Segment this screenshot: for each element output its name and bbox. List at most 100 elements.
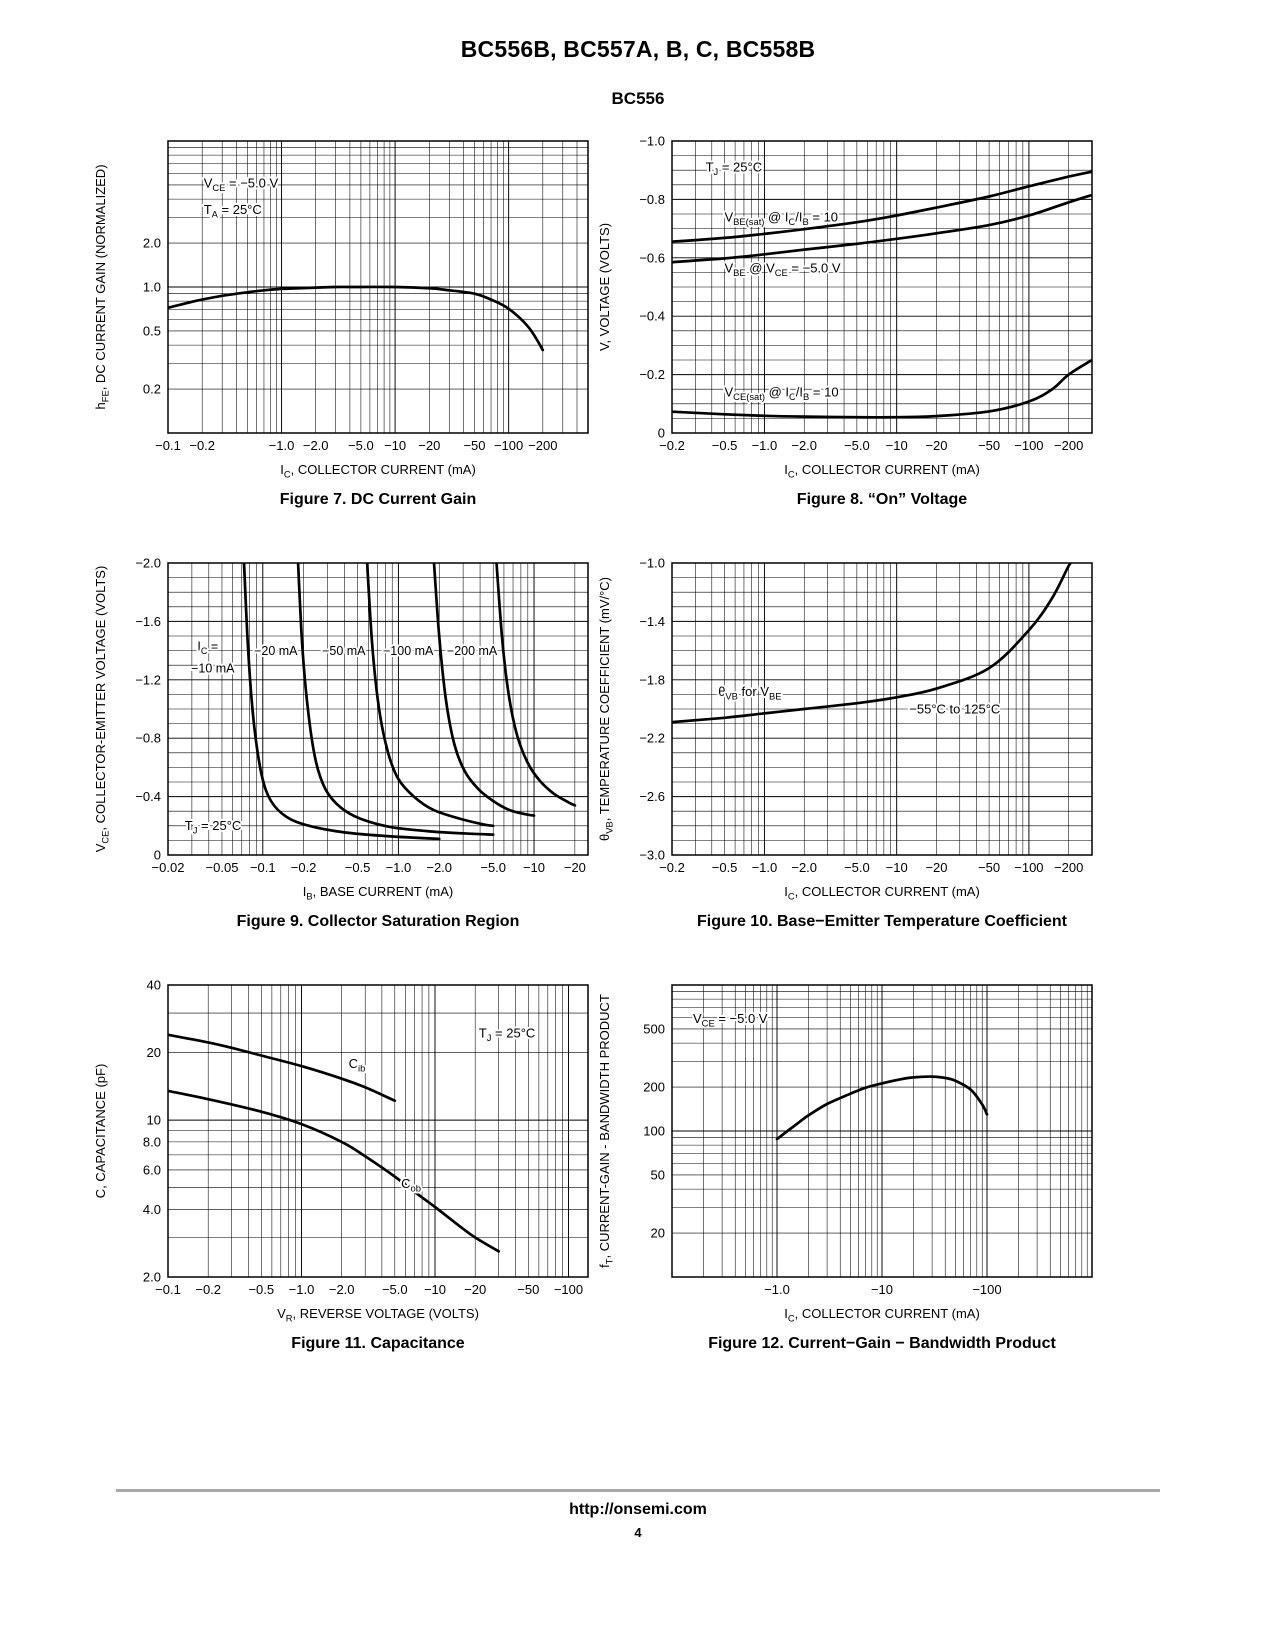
grid: [671, 562, 1093, 856]
figure-11: −0.1 −0.2 −0.5 −1.0 −2.0 −5.0 −10 −20 −50 −100 2.0…: [90, 975, 594, 1353]
svg-text:TA = 25°C: TA = 25°C: [204, 202, 262, 220]
annotations: TJ = 25°C VBE(sat) @ IC/IB = 10 VBE @ VCE …: [704, 158, 843, 404]
grid: [671, 140, 1093, 434]
svg-text:−100: −100: [1014, 860, 1043, 875]
svg-text:−10: −10: [384, 438, 406, 453]
svg-text:VCE(sat) @ IC/IB = 10: VCE(sat) @ IC/IB = 10: [725, 385, 839, 403]
tick-labels: −0.2 −0.5 −1.0 −2.0 −5.0 −10 −20 −50 −100 −200 −1.…: [639, 556, 1083, 876]
series: [672, 170, 1092, 419]
svg-text:−50: −50: [517, 1282, 539, 1297]
svg-text:−1.4: −1.4: [639, 614, 665, 629]
figure-10-caption: Figure 10. Base−Emitter Temperature Coef…: [696, 913, 1068, 930]
svg-text:−2.2: −2.2: [639, 731, 665, 746]
svg-text:−50: −50: [978, 438, 1000, 453]
svg-text:−200: −200: [1054, 438, 1083, 453]
plot-border: [671, 984, 1093, 1278]
figure-9-chart: −0.02 −0.05 −0.1 −0.2 −0.5 −1.0 −2.0 −5.0 −10 −20…: [93, 556, 589, 902]
tick-labels: −0.1 −0.2 −0.5 −1.0 −2.0 −5.0 −10 −20 −50 −100 2.0…: [143, 978, 583, 1298]
svg-text:−0.05: −0.05: [206, 860, 239, 875]
svg-text:0: 0: [658, 426, 665, 441]
svg-text:−1.0: −1.0: [752, 860, 778, 875]
svg-text:−1.8: −1.8: [639, 672, 665, 687]
svg-text:−50: −50: [978, 860, 1000, 875]
annotations: VCE = −5.0 V TA = 25°C: [202, 174, 281, 222]
annotations: IC = −10 mA −20 mA −50 mA −100 mA −200 mA TJ =…: [183, 638, 500, 838]
svg-text:hFE, DC CURRENT GAIN (NORMALIZ: hFE, DC CURRENT GAIN (NORMALIZED): [93, 164, 111, 409]
svg-text:−0.5: −0.5: [345, 860, 371, 875]
svg-text:θVB for VBE: θVB for VBE: [718, 684, 781, 702]
svg-text:20: 20: [147, 1045, 161, 1060]
series: [242, 563, 577, 841]
svg-text:−5.0: −5.0: [348, 438, 374, 453]
svg-text:2.0: 2.0: [143, 236, 161, 251]
svg-text:−50: −50: [463, 438, 485, 453]
axis-titles: IC, COLLECTOR CURRENT (mA) V, VOLTAGE (VO…: [597, 223, 980, 480]
svg-text:−20: −20: [464, 1282, 486, 1297]
svg-text:−0.2: −0.2: [195, 1282, 221, 1297]
svg-text:40: 40: [147, 978, 161, 993]
svg-text:−1.0: −1.0: [639, 556, 665, 571]
figure-7: −0.1 −0.2 −1.0 −2.0 −5.0 −10 −20 −50 −100 −200 0.2…: [90, 131, 594, 509]
figure-8-chart: −0.2 −0.5 −1.0 −2.0 −5.0 −10 −20 −50 −100 −2000−0…: [597, 134, 1093, 480]
svg-text:−2.0: −2.0: [329, 1282, 355, 1297]
svg-text:−1.0: −1.0: [752, 438, 778, 453]
svg-text:−20: −20: [925, 860, 947, 875]
figure-11-caption: Figure 11. Capacitance: [291, 1335, 465, 1352]
svg-text:−10: −10: [886, 860, 908, 875]
svg-text:IC =: IC =: [197, 640, 218, 656]
svg-text:0.5: 0.5: [143, 324, 161, 339]
svg-text:−50 mA: −50 mA: [322, 644, 366, 658]
svg-text:20: 20: [651, 1226, 665, 1241]
svg-text:−1.0: −1.0: [764, 1282, 790, 1297]
svg-text:−0.02: −0.02: [152, 860, 185, 875]
footer-link[interactable]: http://onsemi.com: [569, 1501, 707, 1518]
svg-text:8.0: 8.0: [143, 1134, 161, 1149]
svg-text:−0.2: −0.2: [659, 860, 685, 875]
svg-text:−10: −10: [871, 1282, 893, 1297]
svg-text:VBE(sat) @ IC/IB = 10: VBE(sat) @ IC/IB = 10: [725, 209, 839, 227]
svg-text:−55°C to 125°C: −55°C to 125°C: [909, 701, 1000, 716]
figure-12-caption: Figure 12. Current−Gain − Bandwidth Prod…: [708, 1335, 1056, 1352]
svg-text:TJ = 25°C: TJ = 25°C: [185, 818, 242, 836]
svg-text:IB, BASE CURRENT (mA): IB, BASE CURRENT (mA): [303, 884, 454, 902]
svg-text:−0.4: −0.4: [135, 789, 161, 804]
svg-text:IC, COLLECTOR CURRENT (mA): IC, COLLECTOR CURRENT (mA): [280, 462, 476, 480]
svg-text:0: 0: [154, 848, 161, 863]
svg-text:−0.8: −0.8: [639, 192, 665, 207]
figure-11-chart: −0.1 −0.2 −0.5 −1.0 −2.0 −5.0 −10 −20 −50 −100 2.0…: [93, 978, 589, 1324]
svg-text:0.2: 0.2: [143, 382, 161, 397]
axis-titles: VR, REVERSE VOLTAGE (VOLTS) C, CAPACITANC…: [93, 1064, 479, 1324]
figure-7-caption: Figure 7. DC Current Gain: [279, 491, 477, 508]
svg-text:−1.2: −1.2: [135, 672, 161, 687]
figure-8-caption: Figure 8. “On” Voltage: [796, 491, 968, 508]
plot-border: [167, 984, 589, 1278]
grid: [167, 562, 588, 856]
svg-text:50: 50: [651, 1168, 665, 1183]
figures-grid: −0.1 −0.2 −1.0 −2.0 −5.0 −10 −20 −50 −100 −200 0.2…: [0, 131, 1276, 1353]
svg-text:VCE = −5.0 V: VCE = −5.0 V: [693, 1011, 768, 1029]
page-number: 4: [634, 1525, 642, 1540]
svg-text:−5.0: −5.0: [844, 438, 870, 453]
series: [168, 285, 545, 352]
plot-border: [671, 562, 1093, 856]
svg-text:fT, CURRENT-GAIN - BANDWIDTH P: fT, CURRENT-GAIN - BANDWIDTH PRODUCT: [597, 994, 615, 1268]
svg-text:Cib: Cib: [349, 1056, 366, 1074]
svg-text:−100: −100: [972, 1282, 1001, 1297]
svg-text:TJ = 25°C: TJ = 25°C: [706, 160, 763, 178]
svg-text:C, CAPACITANCE (pF): C, CAPACITANCE (pF): [93, 1064, 108, 1199]
svg-text:−100: −100: [554, 1282, 583, 1297]
figure-12: −1.0 −10 −100 20 50 100 200 500 IC, COLLECTOR CU…: [594, 975, 1098, 1353]
svg-text:−200: −200: [528, 438, 557, 453]
svg-text:−1.0: −1.0: [269, 438, 295, 453]
svg-text:4.0: 4.0: [143, 1202, 161, 1217]
svg-text:10: 10: [147, 1113, 161, 1128]
svg-text:VCE = −5.0 V: VCE = −5.0 V: [204, 176, 279, 194]
svg-text:−20: −20: [925, 438, 947, 453]
axis-titles: IB, BASE CURRENT (mA) VCE, COLLECTOR-EMIT…: [93, 566, 453, 902]
svg-text:VBE @ VCE = −5.0 V: VBE @ VCE = −5.0 V: [725, 260, 841, 278]
annotations: θVB for VBE −55°C to 125°C: [716, 682, 1002, 719]
page-footer: http://onsemi.com 4: [0, 1489, 1276, 1540]
svg-text:−5.0: −5.0: [382, 1282, 408, 1297]
